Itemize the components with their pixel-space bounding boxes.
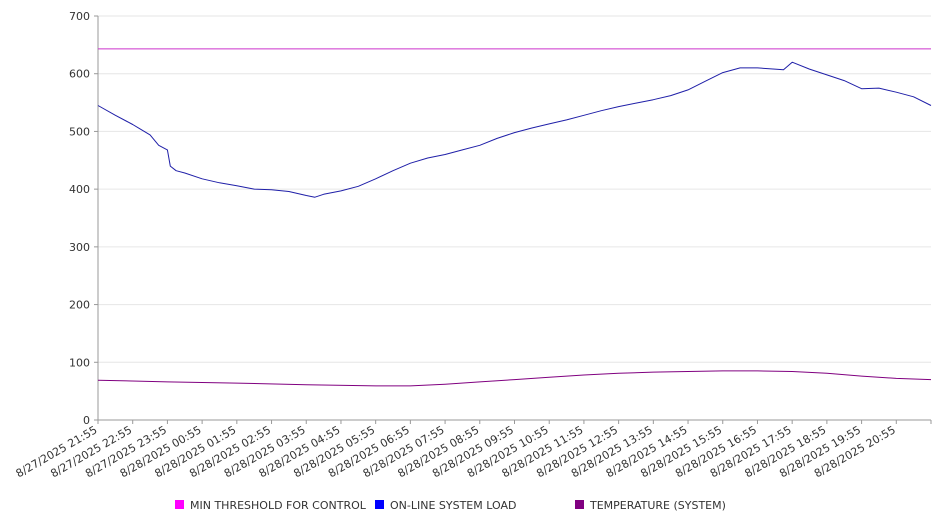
y-tick-label: 600 (69, 68, 90, 81)
legend-label-3: TEMPERATURE (SYSTEM) (589, 499, 726, 512)
y-tick-label: 400 (69, 183, 90, 196)
y-tick-label: 0 (83, 414, 90, 427)
x-tick-labels: 8/27/2025 21:558/27/2025 22:558/27/2025 … (14, 423, 898, 480)
grid-lines (98, 15, 931, 363)
y-tick-labels: 0 100 200 300 400 500 600 700 (69, 10, 90, 427)
y-tick-label: 300 (69, 241, 90, 254)
legend-swatch-3 (575, 500, 584, 509)
legend: MIN THRESHOLD FOR CONTROL ON-LINE SYSTEM … (175, 499, 726, 512)
legend-label-1: MIN THRESHOLD FOR CONTROL (190, 499, 367, 512)
axes (94, 15, 932, 424)
series-line-3 (97, 370, 932, 387)
y-tick-label: 700 (69, 10, 90, 23)
y-tick-label: 200 (69, 299, 90, 312)
series-line-2 (97, 61, 932, 198)
series-lines (97, 48, 932, 387)
legend-swatch-2 (375, 500, 384, 509)
y-tick-label: 500 (69, 125, 90, 138)
legend-label-2: ON-LINE SYSTEM LOAD (390, 499, 516, 512)
legend-swatch-1 (175, 500, 184, 509)
y-tick-label: 100 (69, 356, 90, 369)
